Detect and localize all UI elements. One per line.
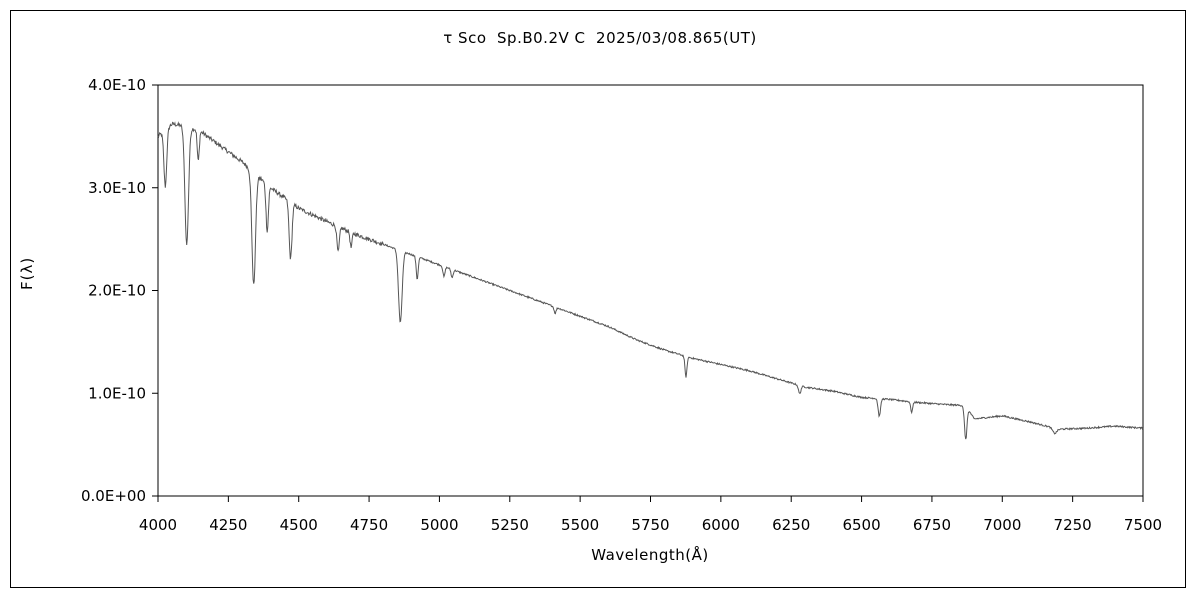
x-tick-label: 4250 [209,516,247,534]
y-tick-label: 3.0E-10 [88,179,146,197]
chart-frame [10,10,1186,588]
chart-title: τ Sco Sp.B0.2V C 2025/03/08.865(UT) [443,29,757,47]
y-tick-label: 2.0E-10 [88,282,146,300]
x-tick-label: 4000 [139,516,177,534]
x-tick-label: 6250 [772,516,810,534]
plot-area [157,84,1144,497]
x-tick-label: 6000 [702,516,740,534]
x-tick-label: 5750 [631,516,669,534]
y-tick-label: 0.0E+00 [81,487,146,505]
x-axis-label: Wavelength(Å) [591,546,709,564]
x-tick-label: 5500 [561,516,599,534]
spectrum-line [157,121,1144,440]
x-tick-label: 7500 [1124,516,1162,534]
x-tick-label: 7000 [983,516,1021,534]
y-tick-label: 1.0E-10 [88,384,146,402]
x-tick-label: 6750 [913,516,951,534]
x-tick-label: 4750 [350,516,388,534]
x-tick-label: 5250 [491,516,529,534]
y-tick-label: 4.0E-10 [88,76,146,94]
x-tick-label: 6500 [842,516,880,534]
x-tick-label: 4500 [280,516,318,534]
x-tick-label: 5000 [420,516,458,534]
x-tick-label: 7250 [1054,516,1092,534]
